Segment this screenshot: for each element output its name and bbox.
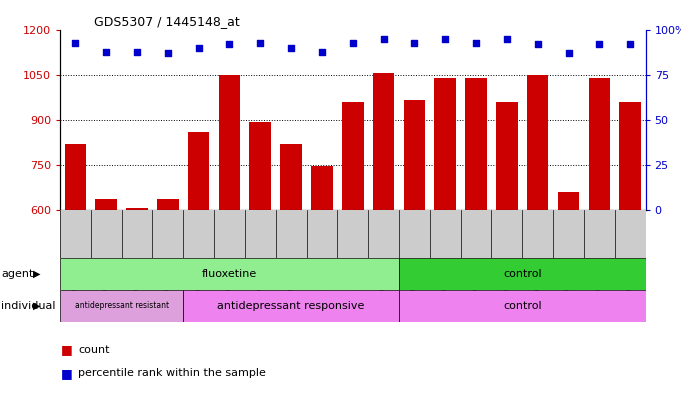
Point	[440, 36, 451, 42]
Bar	[558, 192, 580, 210]
Point	[255, 39, 266, 46]
Text: ▶: ▶	[33, 301, 40, 311]
Point	[409, 39, 420, 46]
Bar	[465, 78, 487, 210]
Text: fluoxetine: fluoxetine	[202, 269, 257, 279]
Text: ▶: ▶	[33, 269, 40, 279]
Text: percentile rank within the sample: percentile rank within the sample	[78, 368, 266, 378]
Bar	[157, 200, 178, 210]
Bar	[342, 102, 364, 210]
Point	[70, 39, 81, 46]
Text: ■: ■	[61, 343, 73, 356]
Bar	[588, 78, 610, 210]
Text: agent: agent	[1, 269, 34, 279]
Text: control: control	[503, 301, 541, 311]
Bar	[183, 290, 399, 322]
Point	[471, 39, 481, 46]
Bar	[404, 101, 425, 210]
Point	[131, 48, 142, 55]
Point	[563, 50, 574, 57]
Bar	[399, 290, 661, 322]
Text: antidepressant responsive: antidepressant responsive	[217, 301, 365, 311]
Text: control: control	[503, 269, 541, 279]
Point	[501, 36, 512, 42]
Bar	[188, 132, 210, 210]
Bar	[311, 165, 333, 210]
Text: count: count	[78, 345, 110, 354]
Bar	[95, 200, 117, 210]
Bar	[219, 75, 240, 210]
Bar	[496, 102, 518, 210]
Point	[317, 48, 328, 55]
Point	[101, 48, 112, 55]
Point	[285, 45, 296, 51]
Text: GDS5307 / 1445148_at: GDS5307 / 1445148_at	[94, 15, 240, 28]
Bar	[65, 144, 86, 210]
Point	[624, 41, 635, 48]
Bar	[434, 78, 456, 210]
Point	[224, 41, 235, 48]
Bar	[60, 290, 183, 322]
Text: antidepressant resistant: antidepressant resistant	[74, 301, 169, 310]
Bar	[399, 258, 661, 290]
Bar	[620, 102, 641, 210]
Point	[594, 41, 605, 48]
Bar	[126, 209, 148, 210]
Text: individual: individual	[1, 301, 56, 311]
Point	[533, 41, 543, 48]
Bar	[373, 73, 394, 210]
Bar	[527, 75, 548, 210]
Bar	[249, 122, 271, 210]
Text: ■: ■	[61, 367, 73, 380]
Point	[378, 36, 389, 42]
Point	[162, 50, 173, 57]
Bar	[60, 258, 399, 290]
Point	[347, 39, 358, 46]
Point	[193, 45, 204, 51]
Bar	[281, 144, 302, 210]
